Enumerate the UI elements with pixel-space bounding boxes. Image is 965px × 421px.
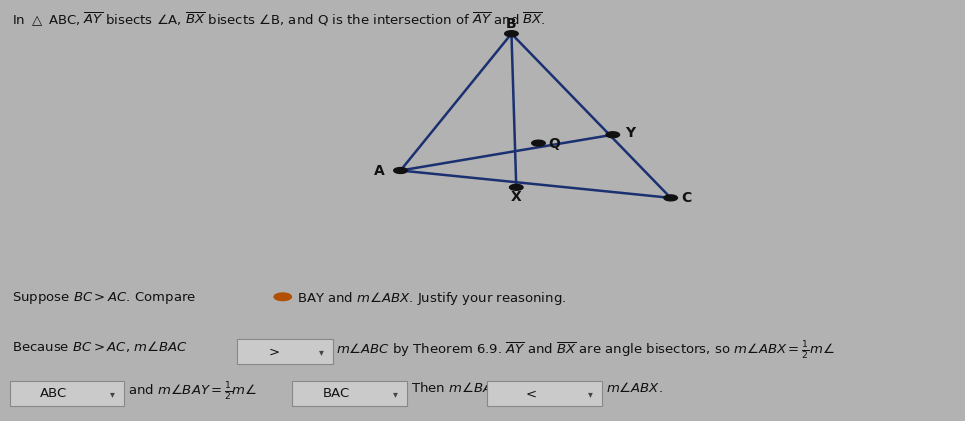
Text: and $m\angle BAY = \frac{1}{2}m\angle$: and $m\angle BAY = \frac{1}{2}m\angle$ xyxy=(128,381,258,403)
Text: ▾: ▾ xyxy=(318,347,324,357)
Text: >: > xyxy=(268,345,280,358)
Circle shape xyxy=(606,132,620,138)
FancyBboxPatch shape xyxy=(487,381,602,406)
Text: BAY and $m\angle ABX$. Justify your reasoning.: BAY and $m\angle ABX$. Justify your reas… xyxy=(297,290,566,307)
Circle shape xyxy=(274,293,291,301)
Text: Suppose $BC > AC$. Compare: Suppose $BC > AC$. Compare xyxy=(12,290,196,306)
Text: Q: Q xyxy=(548,137,560,151)
Text: X: X xyxy=(510,189,522,204)
FancyBboxPatch shape xyxy=(237,339,333,364)
Text: Then $m\angle BAY$: Then $m\angle BAY$ xyxy=(411,381,502,395)
Circle shape xyxy=(394,168,407,173)
Circle shape xyxy=(664,195,677,201)
Text: ▾: ▾ xyxy=(393,389,399,399)
FancyBboxPatch shape xyxy=(10,381,124,406)
Text: $m\angle ABC$ by Theorem 6.9. $\overline{AY}$ and $\overline{BX}$ are angle bise: $m\angle ABC$ by Theorem 6.9. $\overline… xyxy=(336,339,835,361)
FancyBboxPatch shape xyxy=(292,381,407,406)
Text: ABC: ABC xyxy=(41,387,68,400)
Circle shape xyxy=(532,140,545,146)
Text: In $\triangle$ ABC, $\overline{AY}$ bisects $\angle$A, $\overline{BX}$ bisects $: In $\triangle$ ABC, $\overline{AY}$ bise… xyxy=(12,11,545,28)
Text: BAC: BAC xyxy=(323,387,350,400)
Circle shape xyxy=(510,184,523,190)
Text: B: B xyxy=(506,17,517,32)
Text: ▾: ▾ xyxy=(588,389,593,399)
Text: C: C xyxy=(681,191,691,205)
Text: ▾: ▾ xyxy=(110,389,116,399)
Text: Because $BC > AC$, $m\angle BAC$: Because $BC > AC$, $m\angle BAC$ xyxy=(12,339,187,354)
Text: $m\angle ABX$.: $m\angle ABX$. xyxy=(606,381,663,395)
Text: <: < xyxy=(526,387,537,400)
Circle shape xyxy=(505,31,518,37)
Text: Y: Y xyxy=(625,126,635,140)
Text: A: A xyxy=(373,163,385,178)
